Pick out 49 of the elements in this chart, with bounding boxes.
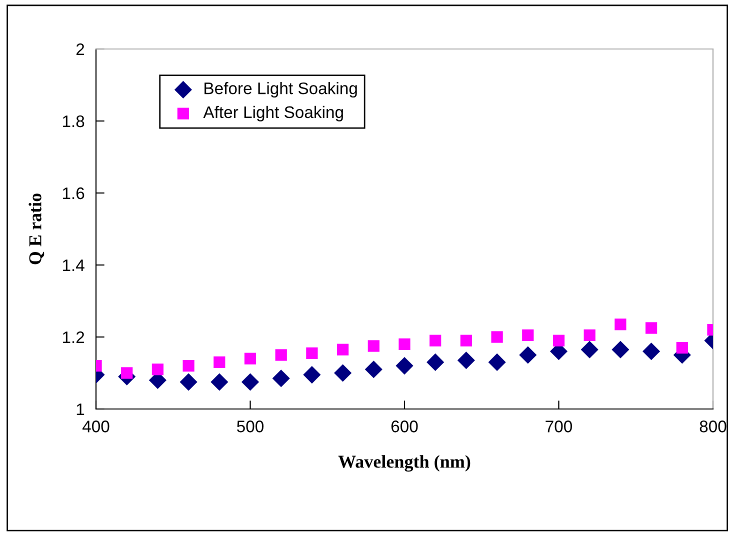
point [552,334,565,346]
point [642,342,660,360]
point [580,340,598,358]
y-axis-title: Q E ratio [28,194,44,264]
x-tick-label: 600 [391,420,418,432]
point [303,366,321,384]
point [396,357,414,375]
point [121,367,133,379]
legend-label: After Light Soaking [203,106,343,122]
point [241,373,260,391]
y-tick-label: 1.4 [62,260,84,272]
point [180,373,198,391]
x-axis-title: Wavelength (nm) [338,455,470,472]
y-tick-label: 1 [76,404,84,416]
y-tick-label: 2 [76,43,84,56]
point [336,344,349,356]
point [645,322,658,334]
legend-label: Before Light Soaking [204,82,357,98]
point [398,338,410,350]
point [519,346,537,364]
point [614,318,626,330]
point [244,352,256,364]
point [182,360,194,372]
point [612,340,630,358]
point [488,353,506,371]
point [364,360,382,378]
point [275,349,287,361]
point [460,334,472,346]
point [214,356,226,368]
point [210,373,228,391]
x-tick-label: 800 [700,420,726,432]
point [368,340,380,352]
y-tick-label: 1.6 [62,187,84,200]
point [272,370,290,388]
point [457,352,475,370]
point [491,331,503,343]
point [334,364,352,382]
x-tick-label: 700 [546,420,572,432]
point [152,364,164,376]
point [522,329,534,342]
x-tick-label: 500 [237,420,264,432]
point [676,342,688,354]
y-tick-label: 1.2 [62,331,84,344]
y-tick-label: 1.8 [62,115,84,128]
point [584,329,596,342]
x-tick-label: 400 [82,420,110,432]
point [306,347,318,360]
point [430,334,442,346]
point [426,353,444,371]
